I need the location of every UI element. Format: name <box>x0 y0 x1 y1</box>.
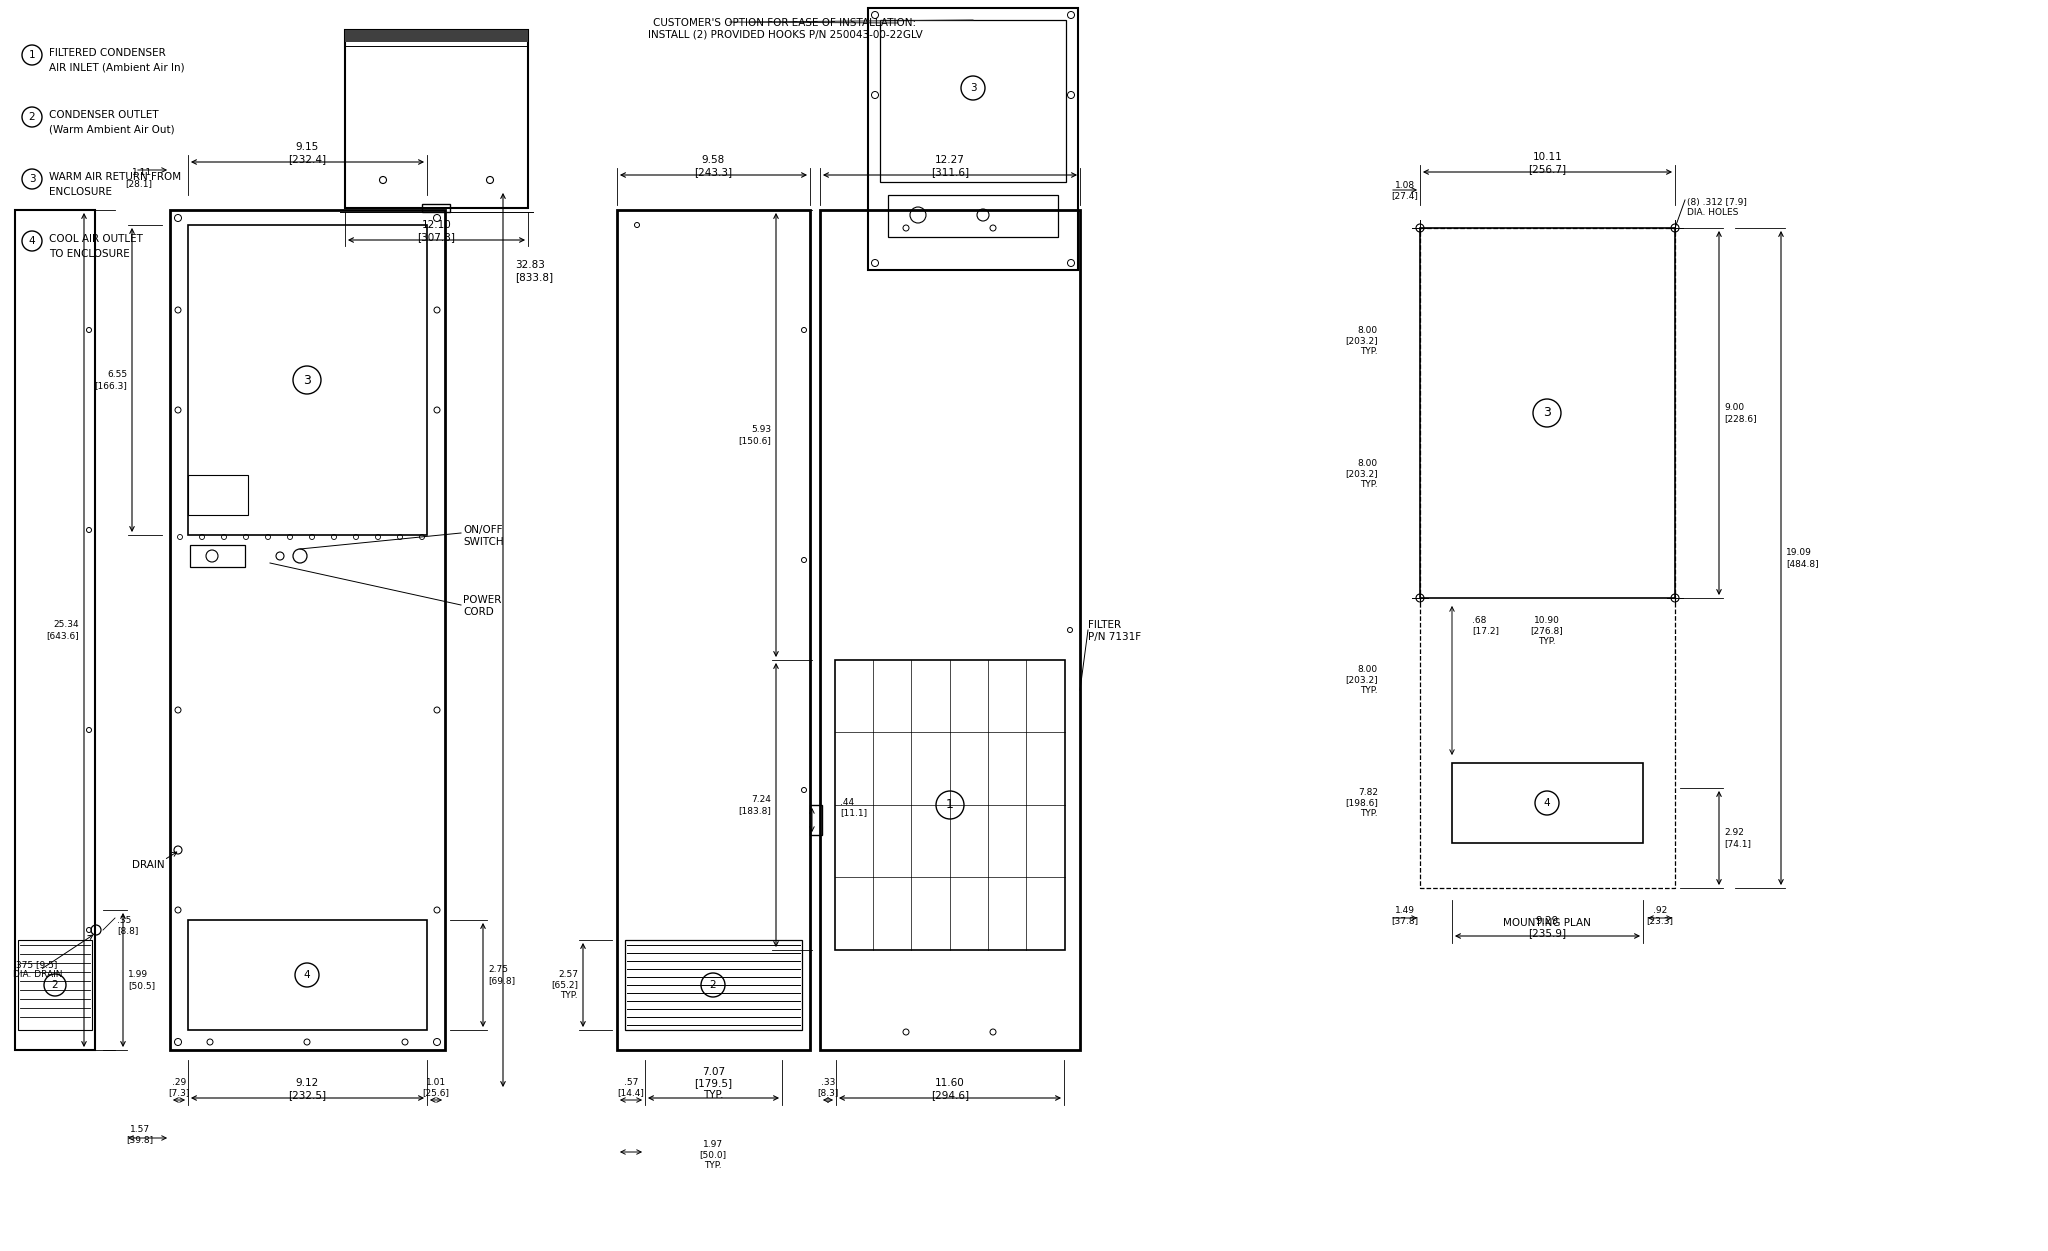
Circle shape <box>23 108 43 128</box>
Bar <box>18 940 92 1030</box>
Text: 8.00
[203.2]
TYP.: 8.00 [203.2] TYP. <box>1346 666 1378 694</box>
Text: 12.27
[311.6]: 12.27 [311.6] <box>932 155 969 176</box>
Text: 1: 1 <box>29 50 35 60</box>
Text: 4: 4 <box>303 970 311 980</box>
Text: 1.97
[50.0]
TYP.: 1.97 [50.0] TYP. <box>700 1140 727 1170</box>
Bar <box>188 225 426 535</box>
Text: (Warm Ambient Air Out): (Warm Ambient Air Out) <box>49 125 174 135</box>
Text: .68
[17.2]: .68 [17.2] <box>1473 615 1499 636</box>
Text: 1.11
[28.1]: 1.11 [28.1] <box>125 169 152 188</box>
Bar <box>881 20 1067 181</box>
Text: (8) .312 [7.9]
DIA. HOLES: (8) .312 [7.9] DIA. HOLES <box>1688 198 1747 218</box>
Text: 2.75
[69.8]: 2.75 [69.8] <box>487 966 516 985</box>
Text: 7.07
[179.5]
TYP.: 7.07 [179.5] TYP. <box>694 1067 733 1100</box>
Bar <box>188 919 426 1030</box>
Text: 3: 3 <box>29 174 35 184</box>
Bar <box>188 475 248 515</box>
Bar <box>836 661 1065 950</box>
Bar <box>889 195 1059 236</box>
Text: DRAIN: DRAIN <box>133 859 166 869</box>
Text: 1.99
[50.5]: 1.99 [50.5] <box>127 971 156 990</box>
Text: 25.34
[643.6]: 25.34 [643.6] <box>47 620 80 639</box>
Text: 8.00
[203.2]
TYP.: 8.00 [203.2] TYP. <box>1346 459 1378 489</box>
Text: 9.12
[232.5]: 9.12 [232.5] <box>289 1078 326 1100</box>
Bar <box>811 804 821 834</box>
Text: 10.90
[276.8]
TYP.: 10.90 [276.8] TYP. <box>1530 615 1563 646</box>
Text: 8.00
[203.2]
TYP.: 8.00 [203.2] TYP. <box>1346 327 1378 355</box>
Bar <box>625 940 803 1030</box>
Text: .29
[7.3]: .29 [7.3] <box>168 1078 190 1097</box>
Text: 2: 2 <box>29 113 35 123</box>
Bar <box>14 210 94 1050</box>
Text: .92
[23.3]: .92 [23.3] <box>1647 906 1673 926</box>
Text: 11.60
[294.6]: 11.60 [294.6] <box>932 1078 969 1100</box>
Text: 3: 3 <box>969 83 977 93</box>
Text: 3: 3 <box>303 374 311 387</box>
Text: 6.55
[166.3]: 6.55 [166.3] <box>94 370 127 390</box>
Text: CONDENSER OUTLET: CONDENSER OUTLET <box>49 110 158 120</box>
Bar <box>868 8 1077 270</box>
Text: 12.10
[307.3]: 12.10 [307.3] <box>418 220 455 241</box>
Text: 32.83
[833.8]: 32.83 [833.8] <box>514 260 553 281</box>
Text: 3: 3 <box>1542 407 1550 419</box>
Text: .35
[8.8]: .35 [8.8] <box>117 916 139 936</box>
Text: 2: 2 <box>51 980 57 990</box>
Circle shape <box>1534 399 1561 427</box>
Bar <box>1419 228 1675 598</box>
Text: WARM AIR RETURN FROM: WARM AIR RETURN FROM <box>49 171 180 181</box>
Bar <box>422 204 451 211</box>
Circle shape <box>43 975 66 996</box>
Text: 5.93
[150.6]: 5.93 [150.6] <box>737 425 770 444</box>
Text: 1.01
[25.6]: 1.01 [25.6] <box>422 1078 449 1097</box>
Bar <box>819 210 1079 1050</box>
Text: 2.92
[74.1]: 2.92 [74.1] <box>1724 828 1751 848</box>
Text: FILTERED CONDENSER: FILTERED CONDENSER <box>49 48 166 58</box>
Text: 1.57
[39.8]: 1.57 [39.8] <box>127 1125 154 1145</box>
Circle shape <box>936 791 965 819</box>
Text: 4: 4 <box>29 236 35 246</box>
Text: 7.24
[183.8]: 7.24 [183.8] <box>737 796 770 814</box>
Text: 1: 1 <box>946 798 954 812</box>
Bar <box>1452 763 1642 843</box>
Text: 1.08
[27.4]: 1.08 [27.4] <box>1391 180 1419 200</box>
Bar <box>616 210 811 1050</box>
Text: 9.29
[235.9]: 9.29 [235.9] <box>1528 917 1567 938</box>
Text: ON/OFF
SWITCH: ON/OFF SWITCH <box>463 525 504 547</box>
Circle shape <box>23 231 43 251</box>
Text: .33
[8.3]: .33 [8.3] <box>817 1078 840 1097</box>
Bar <box>170 210 444 1050</box>
Text: 1.49
[37.8]: 1.49 [37.8] <box>1391 906 1419 926</box>
Text: 9.15
[232.4]: 9.15 [232.4] <box>289 143 326 164</box>
Text: MOUNTING PLAN: MOUNTING PLAN <box>1503 918 1591 928</box>
Bar <box>344 30 528 43</box>
Text: 19.09
[484.8]: 19.09 [484.8] <box>1786 548 1819 568</box>
Circle shape <box>23 45 43 65</box>
Text: 2.57
[65.2]
TYP.: 2.57 [65.2] TYP. <box>551 970 578 1000</box>
Circle shape <box>293 367 322 394</box>
Text: POWER
CORD: POWER CORD <box>463 595 502 617</box>
Circle shape <box>700 973 725 997</box>
Text: 2: 2 <box>711 980 717 990</box>
Text: .57
[14.4]: .57 [14.4] <box>618 1078 645 1097</box>
Text: CUSTOMER'S OPTION FOR EASE OF INSTALLATION:
INSTALL (2) PROVIDED HOOKS P/N 25004: CUSTOMER'S OPTION FOR EASE OF INSTALLATI… <box>647 18 922 40</box>
Text: AIR INLET (Ambient Air In): AIR INLET (Ambient Air In) <box>49 63 184 73</box>
Text: .375 [9.5]
DIA. DRAIN: .375 [9.5] DIA. DRAIN <box>12 960 63 980</box>
Bar <box>190 545 246 567</box>
Text: 10.11
[256.7]: 10.11 [256.7] <box>1528 153 1567 174</box>
Text: ENCLOSURE: ENCLOSURE <box>49 186 113 196</box>
Circle shape <box>961 76 985 100</box>
Circle shape <box>23 169 43 189</box>
Text: 4: 4 <box>1544 798 1550 808</box>
Bar <box>344 30 528 208</box>
Text: FILTER
P/N 7131F: FILTER P/N 7131F <box>1087 620 1141 642</box>
Text: .44
[11.1]: .44 [11.1] <box>840 798 866 817</box>
Text: 9.00
[228.6]: 9.00 [228.6] <box>1724 403 1757 423</box>
Circle shape <box>1536 791 1559 814</box>
Circle shape <box>295 963 319 987</box>
Text: 9.58
[243.3]: 9.58 [243.3] <box>694 155 733 176</box>
Bar <box>1419 228 1675 888</box>
Text: TO ENCLOSURE: TO ENCLOSURE <box>49 249 129 259</box>
Text: 7.82
[198.6]
TYP.: 7.82 [198.6] TYP. <box>1346 788 1378 818</box>
Text: COOL AIR OUTLET: COOL AIR OUTLET <box>49 234 143 244</box>
